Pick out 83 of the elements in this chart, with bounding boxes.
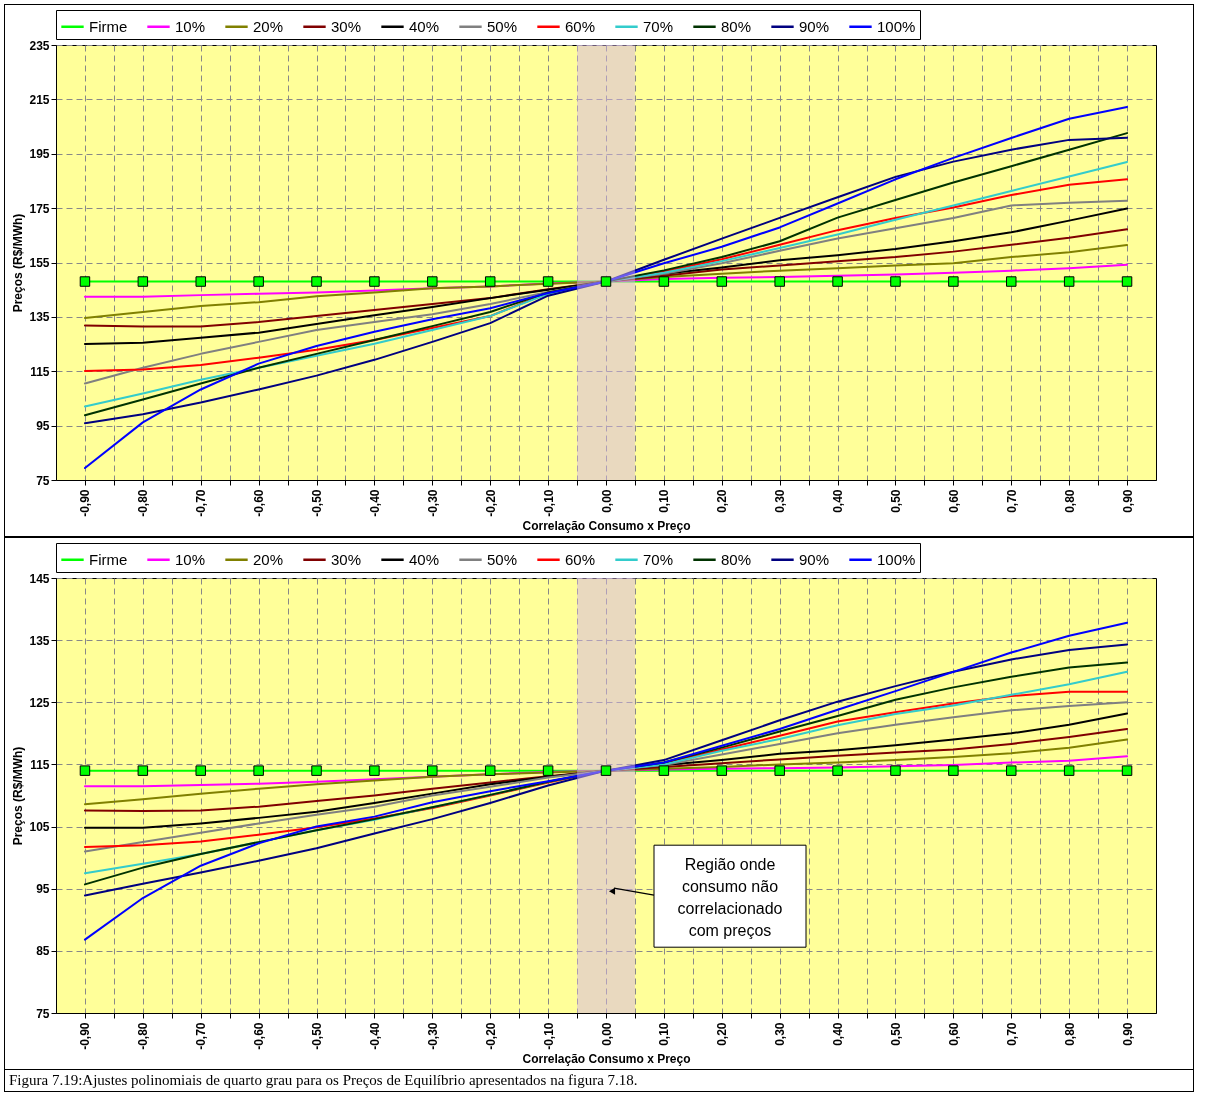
legend-label: 80%	[721, 550, 752, 568]
legend-label: 70%	[643, 550, 674, 568]
x-tick-label: -0,30	[425, 1022, 440, 1050]
legend-label: 90%	[799, 550, 830, 568]
x-axis-title: Correlação Consumo x Preço	[522, 1051, 691, 1066]
x-tick-label: 0,60	[946, 489, 961, 513]
y-tick-label: 115	[30, 757, 50, 772]
x-tick-label: -0,70	[194, 489, 209, 517]
y-tick-label: 215	[29, 92, 50, 107]
x-tick-label: -0,80	[136, 1022, 151, 1050]
y-tick-label: 95	[36, 419, 50, 434]
x-tick-label: 0,10	[657, 489, 672, 513]
legend-label: 100%	[877, 17, 916, 35]
text: Figura 7.19:Ajustes polinomiais de quarto grau para os Preços de Equilíbrio apresentados na figura 7.18.	[4, 1070, 1194, 1092]
x-tick-label: -0,80	[136, 489, 151, 517]
band-label: Região onde consumo não correlacionado com preços	[677, 856, 783, 940]
y-tick-label: 145	[29, 571, 50, 586]
x-tick-label: 0,20	[715, 489, 730, 513]
legend-label: 30%	[331, 17, 362, 35]
x-tick-label: -0,50	[310, 489, 325, 517]
x-tick-label: -0,20	[483, 1022, 498, 1050]
legend-label: 40%	[409, 17, 440, 35]
legend-label: 20%	[253, 17, 284, 35]
x-tick-label: -0,50	[310, 1022, 325, 1050]
x-tick-label: 0,60	[946, 1022, 961, 1046]
x-tick-label: -0,60	[252, 1022, 267, 1050]
legend-label: 30%	[331, 550, 362, 568]
y-tick-label: 155	[29, 256, 50, 270]
x-tick-label: 0,00	[599, 1022, 614, 1046]
x-tick-label: 0,20	[715, 1022, 730, 1046]
x-tick-label: -0,10	[541, 489, 556, 517]
y-tick-label: 95	[36, 882, 50, 897]
y-tick-label: 75	[36, 473, 50, 488]
legend-label: 10%	[175, 550, 206, 568]
y-tick-label: 135	[29, 633, 50, 648]
x-tick-label: 0,00	[599, 489, 614, 513]
y-tick-label: 85	[36, 944, 50, 959]
x-tick-label: 0,40	[831, 489, 846, 513]
x-tick-label: 0,80	[1062, 1022, 1077, 1046]
x-tick-label: 0,70	[1004, 1022, 1019, 1046]
x-tick-label: -0,90	[78, 1022, 93, 1050]
x-tick-label: -0,30	[425, 489, 440, 517]
x-tick-label: -0,40	[367, 489, 382, 517]
legend-label: 50%	[487, 550, 518, 568]
x-axis-title: Correlação Consumo x Preço	[522, 518, 691, 533]
y-tick-label: 75	[36, 1006, 50, 1021]
legend-label: Firme	[89, 550, 128, 568]
x-tick-label: 0,90	[1120, 489, 1135, 513]
x-tick-label: 0,70	[1004, 489, 1019, 513]
legend-label: 70%	[643, 17, 674, 35]
legend-label: 90%	[799, 17, 830, 35]
x-tick-label: -0,10	[541, 1022, 556, 1050]
x-tick-label: 0,80	[1062, 489, 1077, 513]
legend-label: 50%	[487, 17, 518, 35]
x-tick-label: -0,20	[483, 489, 498, 517]
x-tick-label: -0,90	[78, 489, 93, 517]
y-axis-title: Preços (R$/MWh)	[11, 213, 26, 313]
legend-label: 60%	[565, 17, 596, 35]
y-tick-label: 235	[29, 38, 50, 53]
y-tick-label: 135	[29, 310, 50, 325]
legend-label: 20%	[253, 550, 284, 568]
y-tick-label: 175	[29, 201, 50, 216]
legend-label: 40%	[409, 550, 440, 568]
y-tick-label: 195	[29, 147, 50, 162]
x-tick-label: -0,70	[194, 1022, 209, 1050]
x-tick-label: 0,40	[831, 1022, 846, 1046]
x-tick-label: 0,30	[773, 1022, 788, 1046]
y-tick-label: 105	[29, 820, 50, 835]
x-tick-label: 0,50	[888, 489, 903, 513]
x-tick-label: 0,30	[773, 489, 788, 513]
x-tick-label: 0,90	[1120, 1022, 1135, 1046]
legend-label: 10%	[175, 17, 206, 35]
x-tick-label: -0,60	[252, 489, 267, 517]
y-axis-title: Preços (R$/MWh)	[11, 746, 26, 846]
x-tick-label: -0,40	[367, 1022, 382, 1050]
legend-label: 100%	[877, 550, 916, 568]
x-tick-label: 0,50	[888, 1022, 903, 1046]
legend-label: 80%	[721, 17, 752, 35]
legend-label: 60%	[565, 550, 596, 568]
y-tick-label: 115	[30, 364, 50, 379]
y-tick-label: 125	[29, 695, 50, 710]
legend-label: Firme	[89, 17, 128, 35]
x-tick-label: 0,10	[657, 1022, 672, 1046]
